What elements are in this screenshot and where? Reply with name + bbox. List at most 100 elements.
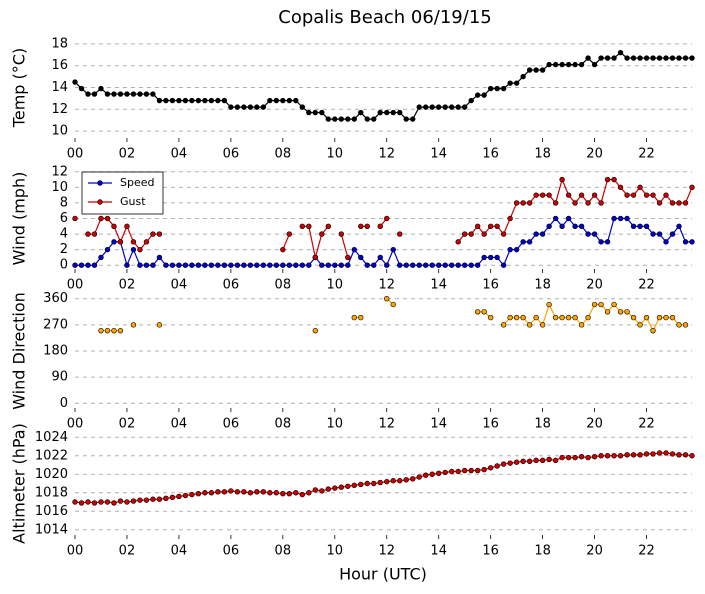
data-point: [539, 322, 546, 328]
legend-label: Gust: [120, 195, 146, 208]
data-point: [345, 483, 351, 489]
data-point: [78, 262, 85, 268]
data-point: [416, 474, 422, 480]
data-point: [416, 262, 422, 268]
data-point: [481, 466, 487, 473]
data-point: [325, 223, 331, 229]
x-tick-label: 02: [119, 147, 136, 162]
data-point: [442, 469, 448, 476]
y-axis-label: Altimeter (hPa): [10, 423, 29, 544]
data-point: [507, 314, 513, 321]
data-point: [143, 91, 150, 97]
data-point: [124, 223, 130, 229]
data-point: [150, 496, 156, 502]
data-point: [461, 262, 468, 268]
data-point: [137, 91, 143, 97]
data-point: [630, 55, 637, 61]
data-point: [325, 116, 331, 122]
data-point: [137, 262, 143, 268]
x-tick-label: 02: [119, 278, 136, 293]
data-point: [410, 116, 416, 122]
x-tick-label: 16: [482, 544, 499, 559]
data-point: [572, 314, 578, 321]
data-point: [351, 314, 357, 321]
y-tick-label: 14: [51, 80, 68, 95]
data-point: [182, 262, 189, 268]
data-point: [611, 301, 617, 308]
data-point: [299, 491, 306, 498]
data-point: [384, 109, 390, 116]
data-point: [643, 451, 650, 457]
data-point: [312, 254, 319, 261]
data-point: [630, 223, 637, 229]
data-point: [390, 246, 396, 253]
data-point: [474, 92, 481, 98]
data-point: [474, 223, 481, 229]
data-point: [319, 109, 325, 116]
data-point: [650, 55, 656, 61]
data-point: [169, 262, 176, 268]
data-point: [468, 262, 474, 268]
data-point: [384, 215, 390, 222]
data-point: [624, 215, 630, 222]
data-point: [351, 246, 357, 253]
data-point: [526, 67, 533, 73]
data-point: [390, 301, 396, 308]
data-point: [208, 97, 215, 104]
data-point: [351, 482, 357, 489]
data-point: [572, 200, 578, 206]
x-tick-label: 16: [482, 278, 499, 293]
data-point: [689, 55, 695, 61]
data-point: [98, 499, 104, 505]
data-point: [410, 476, 416, 482]
x-tick-label: 06: [223, 544, 240, 559]
data-point: [637, 452, 643, 458]
data-point: [617, 215, 624, 222]
x-tick-label: 18: [534, 278, 551, 293]
y-tick-label: 1020: [35, 467, 68, 482]
data-point: [585, 314, 591, 321]
data-point: [208, 262, 215, 268]
data-point: [513, 200, 520, 206]
data-point: [111, 91, 117, 97]
data-point: [111, 223, 117, 229]
x-tick-label: 14: [430, 147, 447, 162]
data-point: [520, 458, 526, 464]
data-point: [643, 223, 650, 229]
data-point: [598, 239, 604, 245]
data-point: [332, 116, 338, 122]
data-point: [247, 490, 254, 496]
y-tick-label: 1016: [35, 504, 68, 519]
data-point: [150, 91, 156, 97]
data-point: [617, 184, 624, 191]
data-point: [267, 262, 273, 268]
data-point: [293, 262, 299, 268]
data-point: [345, 254, 351, 261]
data-point: [559, 314, 565, 321]
data-point: [448, 468, 455, 475]
data-point: [299, 262, 306, 268]
data-point: [591, 61, 598, 68]
data-point: [436, 104, 442, 110]
data-point: [104, 215, 111, 222]
data-point: [208, 490, 215, 496]
x-tick-label: 06: [223, 147, 240, 162]
data-point: [552, 61, 559, 68]
data-point: [559, 223, 565, 229]
data-point: [358, 314, 364, 321]
data-point: [513, 80, 520, 86]
data-point: [442, 262, 448, 268]
data-point: [468, 467, 474, 474]
data-point: [202, 262, 208, 268]
data-point: [130, 322, 137, 328]
chart-title: Copalis Beach 06/19/15: [278, 7, 491, 28]
data-point: [429, 471, 435, 477]
data-point: [656, 231, 663, 237]
data-point: [604, 55, 611, 61]
x-tick-label: 22: [638, 544, 655, 559]
data-point: [429, 262, 435, 268]
data-point: [247, 262, 254, 268]
x-tick-label: 08: [275, 278, 292, 293]
data-point: [403, 262, 409, 268]
